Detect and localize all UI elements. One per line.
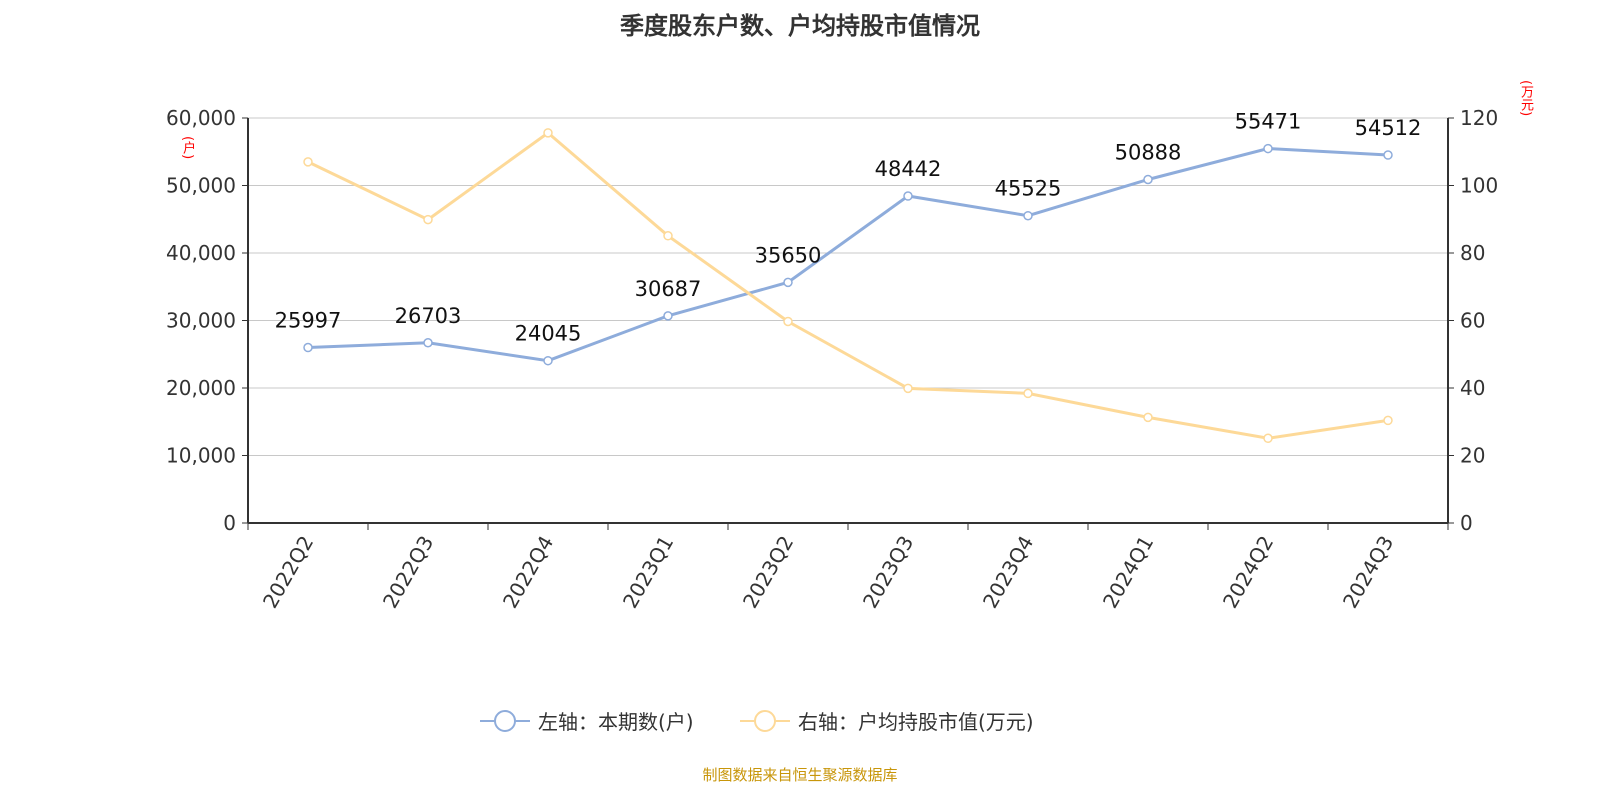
data-label: 54512 (1355, 116, 1422, 140)
data-label: 26703 (395, 304, 462, 328)
left-axis-tick-label: 30,000 (166, 309, 236, 333)
data-point (1143, 174, 1153, 185)
series-line-holders (307, 147, 1389, 363)
right-axis-tick-label: 20 (1460, 444, 1485, 468)
data-label: 25997 (275, 309, 342, 333)
x-axis-tick-label: 2022Q2 (258, 532, 318, 613)
x-axis-tick-label: 2023Q3 (858, 532, 918, 613)
data-point (783, 277, 793, 288)
left-axis-tick-label: 20,000 (166, 376, 236, 400)
legend-label: 左轴：本期数(户) (538, 710, 694, 734)
left-axis-tick-label: 0 (223, 511, 236, 535)
data-point (1383, 415, 1393, 426)
x-axis-tick-label: 2024Q2 (1218, 532, 1278, 613)
data-point (1023, 388, 1033, 399)
x-axis-tick-label: 2023Q2 (738, 532, 798, 613)
data-point (303, 157, 313, 167)
right-axis-tick-label: 100 (1460, 174, 1498, 198)
left-axis-tick-label: 50,000 (166, 174, 236, 198)
right-axis-tick-label: 0 (1460, 511, 1473, 535)
right-axis-unit: (万元) (1518, 80, 1533, 117)
data-label: 55471 (1235, 110, 1302, 134)
legend-label: 右轴：户均持股市值(万元) (798, 710, 1034, 734)
legend-marker (754, 710, 776, 732)
data-point (1263, 433, 1273, 444)
data-point (303, 342, 313, 353)
data-point (1263, 143, 1273, 154)
data-label: 50888 (1115, 141, 1182, 165)
data-point (1023, 210, 1033, 221)
x-axis-tick-label: 2022Q4 (498, 532, 558, 613)
x-axis-tick-label: 2023Q1 (618, 532, 678, 613)
right-axis-tick-label: 40 (1460, 376, 1485, 400)
left-axis-tick-label: 10,000 (166, 444, 236, 468)
right-axis-tick-label: 60 (1460, 309, 1485, 333)
data-point (1143, 412, 1153, 423)
right-axis-tick-label: 80 (1460, 241, 1485, 265)
data-label: 30687 (635, 277, 702, 301)
x-axis-tick-label: 2024Q3 (1338, 532, 1398, 613)
data-point (423, 338, 433, 348)
chart-title: 季度股东户数、户均持股市值情况 (620, 12, 980, 40)
data-point (1383, 150, 1393, 160)
legend-marker (494, 710, 516, 732)
right-axis-tick-label: 120 (1460, 106, 1498, 130)
data-point (543, 128, 553, 138)
data-point (903, 191, 913, 201)
data-point (543, 355, 553, 366)
source-note: 制图数据来自恒生聚源数据库 (702, 766, 898, 784)
data-label: 24045 (515, 322, 582, 346)
x-axis-tick-label: 2024Q1 (1098, 532, 1158, 613)
data-label: 35650 (755, 243, 822, 267)
data-point (783, 316, 793, 327)
data-point (423, 214, 433, 225)
data-label: 48442 (875, 157, 942, 181)
left-axis-tick-label: 60,000 (166, 106, 236, 130)
left-axis-unit: (户) (180, 136, 195, 160)
x-axis-tick-label: 2023Q4 (978, 532, 1038, 613)
data-point (663, 311, 673, 321)
data-point (663, 231, 673, 241)
data-point (903, 383, 913, 394)
left-axis-tick-label: 40,000 (166, 241, 236, 265)
series-line-avg-value (307, 130, 1389, 440)
data-label: 45525 (995, 177, 1062, 201)
x-axis-tick-label: 2022Q3 (378, 532, 438, 613)
